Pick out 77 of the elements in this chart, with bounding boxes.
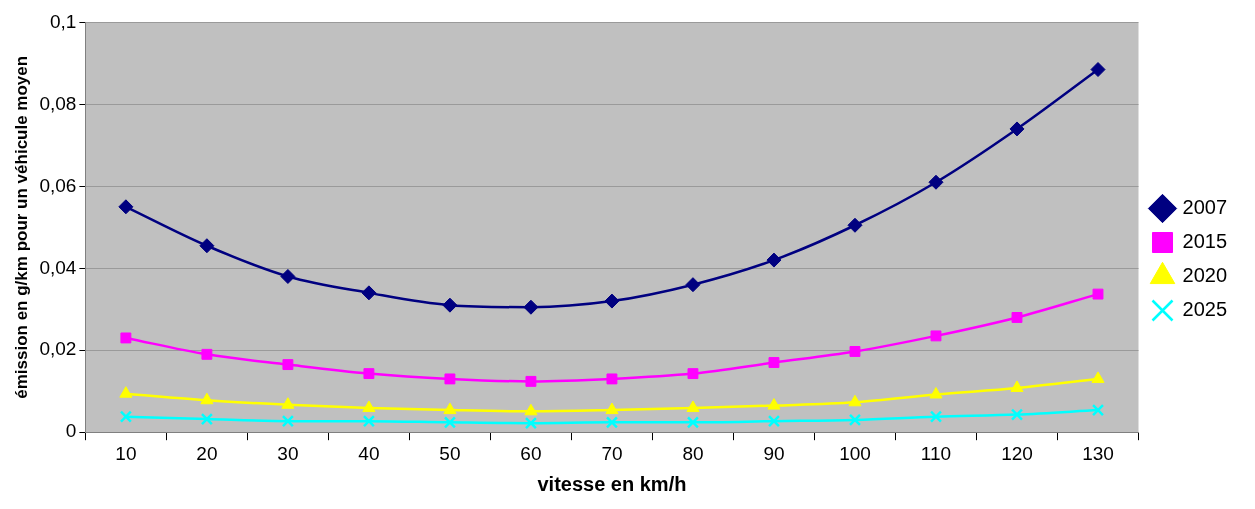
point: [362, 400, 376, 413]
point: [443, 416, 457, 429]
x-tick-label: 30: [277, 442, 299, 464]
point: [524, 403, 538, 416]
point: [282, 359, 294, 371]
point: [1090, 62, 1106, 78]
point: [444, 373, 456, 385]
x-tick-label: 40: [358, 442, 380, 464]
point: [200, 412, 214, 426]
point: [847, 217, 863, 233]
point: [686, 400, 700, 413]
y-axis-title: émission en g/km pour un véhicule moyen: [11, 55, 31, 399]
x-tick-label: 20: [196, 442, 218, 464]
point: [766, 252, 782, 268]
x-tick-label: 10: [115, 442, 137, 464]
point: [929, 410, 943, 423]
x-tick-label: 120: [1001, 442, 1033, 464]
y-tick-label: 0,02: [39, 338, 77, 360]
point: [605, 402, 619, 415]
point: [361, 285, 377, 301]
point: [281, 397, 295, 409]
point: [280, 268, 296, 284]
point: [442, 297, 458, 313]
point: [362, 414, 376, 428]
point: [363, 368, 375, 380]
point: [767, 414, 781, 428]
legend-label: 2015: [1182, 230, 1228, 253]
point: [849, 346, 861, 357]
x-tick-label: 50: [439, 442, 461, 464]
point: [848, 413, 862, 427]
point: [1091, 371, 1105, 383]
point: [201, 348, 213, 360]
point: [685, 277, 701, 293]
point: [928, 174, 944, 190]
point: [929, 387, 943, 399]
x-axis-title: vitesse en km/h: [537, 472, 687, 495]
point: [118, 199, 134, 215]
point: [199, 238, 215, 254]
point: [1009, 121, 1025, 137]
point: [605, 416, 619, 429]
point: [930, 330, 942, 342]
x-tick-label: 130: [1082, 442, 1114, 464]
y-tick-label: 0,04: [39, 256, 77, 278]
point: [523, 299, 539, 315]
y-tick-label: 0,1: [49, 10, 77, 32]
point: [525, 375, 537, 387]
x-tick-label: 110: [920, 442, 952, 464]
point: [1010, 380, 1024, 392]
legend-label: 2025: [1182, 298, 1228, 321]
legend-label: 2007: [1182, 196, 1228, 219]
point: [119, 410, 133, 423]
x-tick-label: 80: [682, 442, 704, 464]
point: [848, 394, 862, 407]
y-tick-label: 0,06: [39, 174, 77, 196]
point: [1091, 403, 1105, 417]
point: [767, 398, 781, 410]
point: [120, 332, 132, 344]
y-tick-label: 0: [65, 420, 77, 442]
point: [200, 392, 214, 405]
point: [281, 414, 295, 428]
point: [686, 416, 700, 429]
point: [768, 357, 780, 368]
x-tick-label: 70: [601, 442, 623, 464]
point: [606, 373, 618, 385]
point: [604, 293, 620, 309]
point: [443, 402, 457, 415]
point: [687, 368, 699, 380]
y-tick-label: 0,08: [39, 92, 77, 114]
point: [119, 386, 133, 398]
point: [524, 416, 538, 430]
point: [1092, 288, 1104, 300]
x-tick-label: 100: [839, 442, 871, 464]
point: [1010, 408, 1024, 421]
x-tick-label: 60: [520, 442, 542, 464]
point: [1011, 312, 1023, 323]
legend-label: 2020: [1182, 264, 1228, 287]
x-tick-label: 90: [763, 442, 785, 464]
